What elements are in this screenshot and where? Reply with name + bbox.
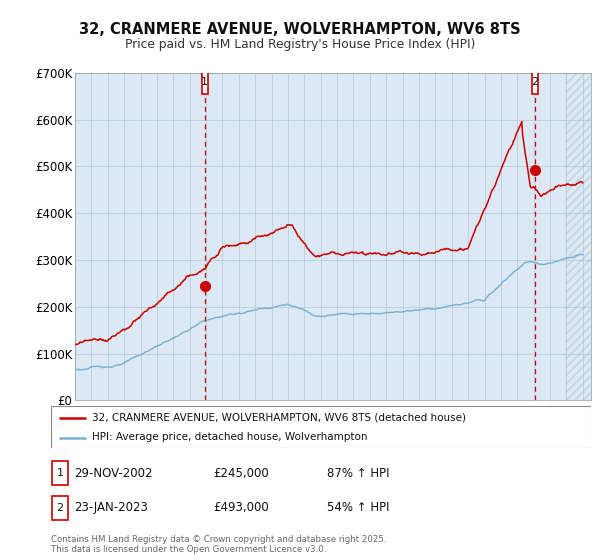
Text: 2: 2 (56, 503, 64, 513)
Text: 1: 1 (56, 468, 64, 478)
Text: 1: 1 (201, 77, 208, 87)
Text: 2: 2 (531, 77, 538, 87)
FancyBboxPatch shape (52, 496, 68, 520)
Text: 32, CRANMERE AVENUE, WOLVERHAMPTON, WV6 8TS: 32, CRANMERE AVENUE, WOLVERHAMPTON, WV6 … (79, 22, 521, 38)
Text: Contains HM Land Registry data © Crown copyright and database right 2025.
This d: Contains HM Land Registry data © Crown c… (51, 535, 386, 554)
Text: 23-JAN-2023: 23-JAN-2023 (74, 501, 148, 515)
Text: HPI: Average price, detached house, Wolverhampton: HPI: Average price, detached house, Wolv… (91, 432, 367, 442)
Text: 32, CRANMERE AVENUE, WOLVERHAMPTON, WV6 8TS (detached house): 32, CRANMERE AVENUE, WOLVERHAMPTON, WV6 … (91, 413, 466, 423)
Text: Price paid vs. HM Land Registry's House Price Index (HPI): Price paid vs. HM Land Registry's House … (125, 38, 475, 50)
Text: 54% ↑ HPI: 54% ↑ HPI (327, 501, 389, 515)
FancyBboxPatch shape (532, 70, 538, 94)
FancyBboxPatch shape (202, 70, 208, 94)
Text: £245,000: £245,000 (213, 466, 269, 480)
Text: 87% ↑ HPI: 87% ↑ HPI (327, 466, 389, 480)
FancyBboxPatch shape (52, 461, 68, 486)
Text: 29-NOV-2002: 29-NOV-2002 (74, 466, 152, 480)
Text: £493,000: £493,000 (213, 501, 269, 515)
FancyBboxPatch shape (51, 406, 591, 448)
